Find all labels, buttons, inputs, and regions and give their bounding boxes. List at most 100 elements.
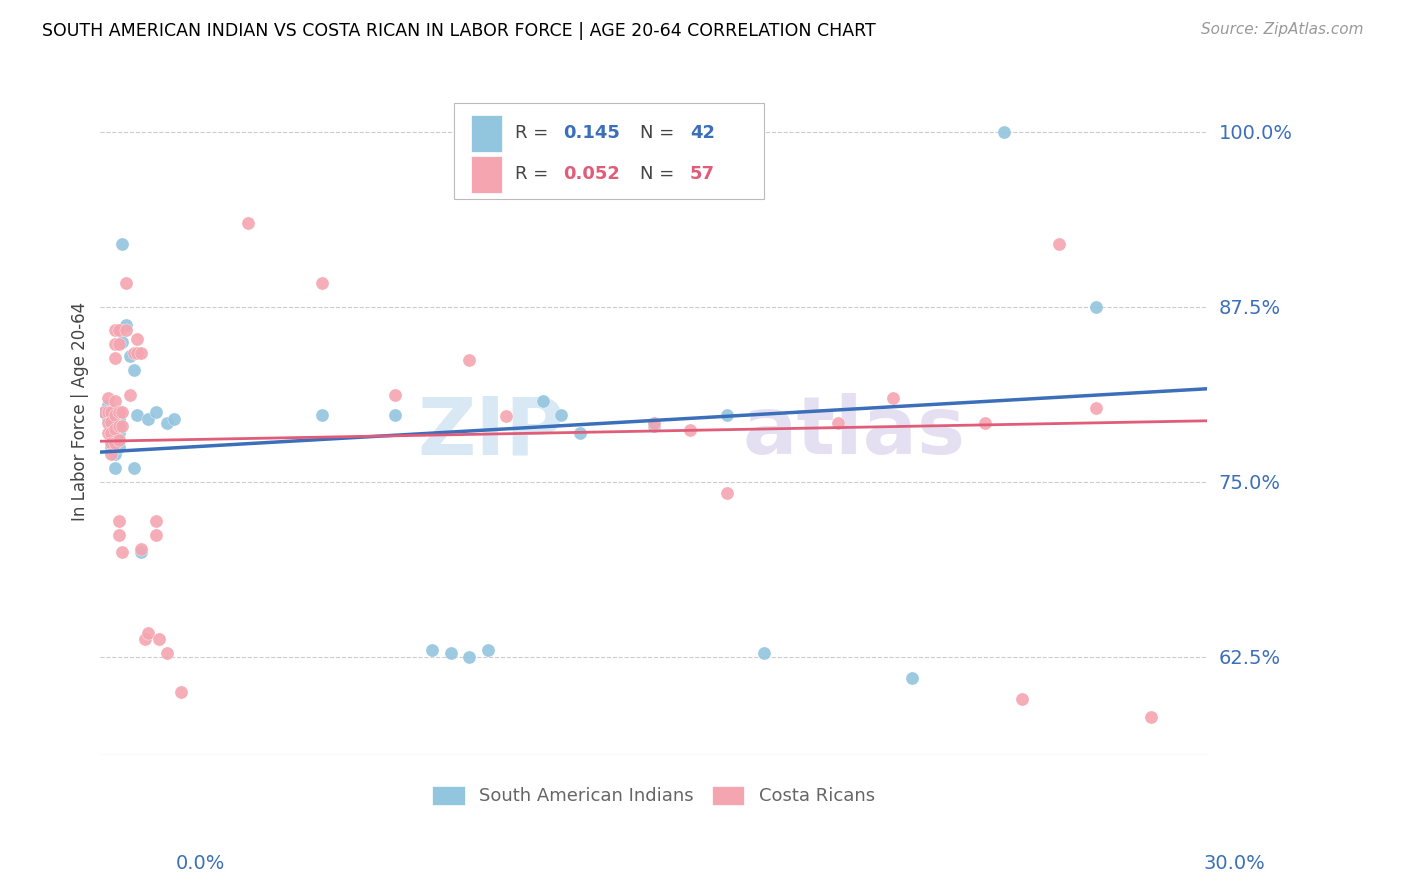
- Point: [170, 685, 193, 699]
- Point: [93, 405, 115, 419]
- Point: [115, 323, 138, 337]
- Point: [107, 323, 129, 337]
- Point: [458, 649, 481, 664]
- Point: [145, 405, 167, 419]
- Point: [111, 236, 134, 251]
- Point: [104, 408, 127, 422]
- Point: [148, 632, 170, 646]
- Point: [93, 405, 115, 419]
- Point: [129, 541, 152, 556]
- Point: [1047, 236, 1070, 251]
- Point: [97, 416, 120, 430]
- Text: N =: N =: [640, 124, 681, 142]
- Point: [107, 418, 129, 433]
- Point: [754, 646, 776, 660]
- Point: [111, 545, 134, 559]
- Text: atlas: atlas: [742, 393, 965, 471]
- Point: [1011, 691, 1033, 706]
- Point: [111, 418, 134, 433]
- Point: [104, 435, 127, 450]
- Point: [104, 421, 127, 435]
- Point: [420, 643, 443, 657]
- Point: [122, 460, 145, 475]
- Text: R =: R =: [515, 124, 554, 142]
- Point: [1140, 710, 1163, 724]
- Point: [145, 528, 167, 542]
- Text: 0.052: 0.052: [562, 165, 620, 183]
- Point: [100, 430, 122, 444]
- Point: [136, 411, 159, 425]
- Point: [107, 425, 129, 440]
- Point: [643, 418, 665, 433]
- Point: [384, 388, 406, 402]
- Point: [107, 440, 129, 454]
- Point: [495, 409, 517, 423]
- Point: [100, 435, 122, 450]
- Point: [129, 545, 152, 559]
- Text: R =: R =: [515, 165, 554, 183]
- FancyBboxPatch shape: [454, 103, 765, 199]
- Point: [104, 460, 127, 475]
- Point: [107, 405, 129, 419]
- Text: Source: ZipAtlas.com: Source: ZipAtlas.com: [1201, 22, 1364, 37]
- Point: [1085, 300, 1108, 314]
- Point: [104, 421, 127, 435]
- Point: [100, 440, 122, 454]
- Text: SOUTH AMERICAN INDIAN VS COSTA RICAN IN LABOR FORCE | AGE 20-64 CORRELATION CHAR: SOUTH AMERICAN INDIAN VS COSTA RICAN IN …: [42, 22, 876, 40]
- Text: ZIP: ZIP: [418, 393, 565, 471]
- Point: [974, 416, 997, 430]
- Point: [107, 337, 129, 351]
- Point: [100, 405, 122, 419]
- Point: [97, 425, 120, 440]
- Point: [97, 405, 120, 419]
- Point: [100, 405, 122, 419]
- Point: [107, 433, 129, 447]
- Point: [104, 393, 127, 408]
- Point: [163, 411, 186, 425]
- Point: [97, 391, 120, 405]
- Point: [550, 408, 572, 422]
- Point: [104, 447, 127, 461]
- Point: [118, 349, 141, 363]
- Point: [679, 423, 702, 437]
- Point: [127, 332, 149, 346]
- Point: [100, 415, 122, 429]
- Legend: South American Indians, Costa Ricans: South American Indians, Costa Ricans: [423, 777, 884, 814]
- Y-axis label: In Labor Force | Age 20-64: In Labor Force | Age 20-64: [72, 302, 89, 521]
- FancyBboxPatch shape: [471, 114, 502, 153]
- Point: [136, 626, 159, 640]
- Point: [900, 671, 922, 685]
- Point: [115, 318, 138, 332]
- Point: [827, 416, 849, 430]
- Point: [134, 632, 156, 646]
- Point: [104, 337, 127, 351]
- Point: [118, 388, 141, 402]
- Point: [115, 276, 138, 290]
- Text: 0.0%: 0.0%: [176, 854, 225, 873]
- Point: [716, 486, 738, 500]
- Point: [156, 416, 179, 430]
- Point: [104, 435, 127, 450]
- Point: [311, 276, 333, 290]
- Point: [127, 346, 149, 360]
- Point: [107, 411, 129, 425]
- FancyBboxPatch shape: [471, 156, 502, 194]
- Point: [100, 418, 122, 433]
- Point: [127, 408, 149, 422]
- Point: [111, 334, 134, 349]
- Point: [156, 646, 179, 660]
- Point: [129, 346, 152, 360]
- Point: [236, 216, 259, 230]
- Point: [477, 643, 499, 657]
- Point: [1085, 401, 1108, 415]
- Point: [882, 391, 904, 405]
- Point: [104, 408, 127, 422]
- Text: 30.0%: 30.0%: [1204, 854, 1265, 873]
- Point: [440, 646, 463, 660]
- Point: [97, 398, 120, 412]
- Point: [311, 408, 333, 422]
- Point: [107, 528, 129, 542]
- Point: [100, 447, 122, 461]
- Point: [568, 425, 591, 440]
- Point: [122, 362, 145, 376]
